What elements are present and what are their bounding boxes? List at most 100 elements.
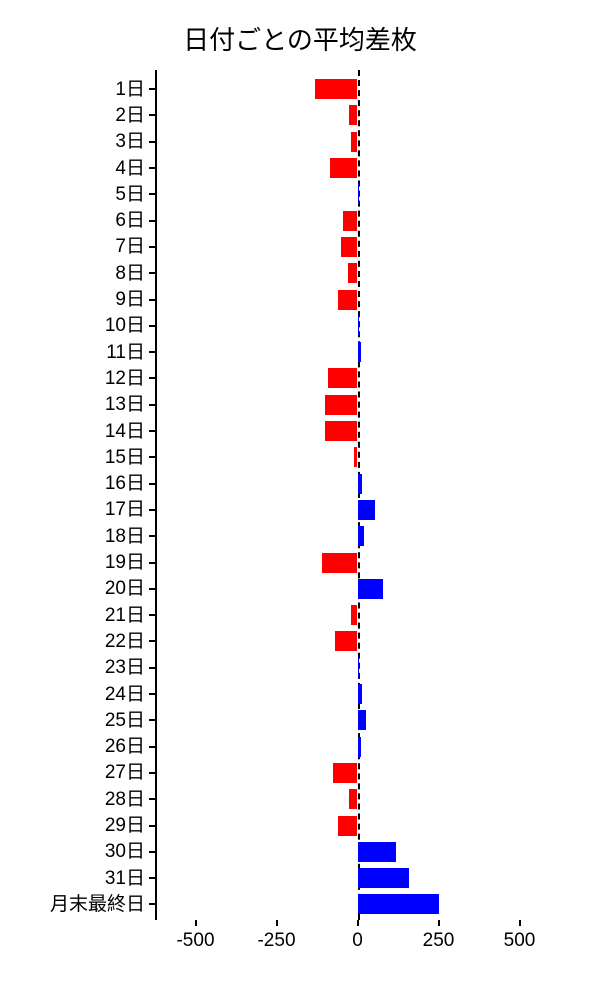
plot-area — [155, 70, 560, 920]
bar — [349, 105, 357, 125]
x-tick — [276, 920, 278, 926]
y-tick — [149, 272, 155, 274]
bar — [358, 710, 366, 730]
bar — [358, 868, 410, 888]
y-axis-label: 12日 — [105, 369, 145, 388]
bar — [358, 184, 359, 204]
x-tick — [519, 920, 521, 926]
bar — [358, 658, 359, 678]
y-tick — [149, 299, 155, 301]
y-axis-label: 11日 — [106, 343, 145, 362]
x-axis-label: -500 — [176, 930, 214, 952]
y-tick — [149, 141, 155, 143]
y-axis-label: 23日 — [105, 658, 145, 677]
chart-title: 日付ごとの平均差枚 — [0, 20, 600, 57]
y-axis-label: 29日 — [105, 816, 145, 835]
y-tick — [149, 588, 155, 590]
y-axis-label: 28日 — [105, 790, 145, 809]
bar — [343, 211, 358, 231]
x-axis-label: 0 — [352, 930, 363, 952]
y-axis-label: 7日 — [115, 237, 145, 256]
y-tick — [149, 404, 155, 406]
y-tick — [149, 509, 155, 511]
y-tick — [149, 614, 155, 616]
bar — [349, 789, 357, 809]
y-tick — [149, 667, 155, 669]
x-tick — [195, 920, 197, 926]
y-axis-line — [155, 70, 157, 920]
bar — [322, 553, 358, 573]
bar — [358, 894, 439, 914]
bar — [358, 316, 359, 336]
bar — [325, 395, 357, 415]
bar — [338, 816, 357, 836]
y-tick — [149, 851, 155, 853]
bar — [358, 526, 364, 546]
bar — [348, 263, 358, 283]
bar — [333, 763, 357, 783]
bar — [358, 579, 384, 599]
y-axis-label: 10日 — [105, 316, 145, 335]
bar — [358, 342, 361, 362]
y-axis-label: 27日 — [105, 763, 145, 782]
y-tick — [149, 483, 155, 485]
y-tick — [149, 114, 155, 116]
y-axis-label: 2日 — [115, 106, 145, 125]
bar — [358, 500, 376, 520]
bar — [358, 474, 363, 494]
y-tick — [149, 562, 155, 564]
y-tick — [149, 640, 155, 642]
y-axis-label: 25日 — [105, 711, 145, 730]
bar — [358, 842, 397, 862]
x-tick — [357, 920, 359, 926]
y-tick — [149, 772, 155, 774]
x-tick — [438, 920, 440, 926]
bar — [325, 421, 357, 441]
y-tick — [149, 88, 155, 90]
chart-container: 日付ごとの平均差枚 — [0, 0, 600, 1000]
bar — [328, 368, 357, 388]
y-axis-label: 24日 — [105, 685, 145, 704]
y-axis-label: 17日 — [105, 500, 145, 519]
bar — [330, 158, 358, 178]
y-axis-label: 13日 — [105, 395, 145, 414]
y-axis-label: 21日 — [105, 606, 145, 625]
y-tick — [149, 430, 155, 432]
bar — [358, 737, 361, 757]
bar — [315, 79, 357, 99]
y-tick — [149, 903, 155, 905]
x-axis-label: 500 — [504, 930, 536, 952]
y-axis-label: 26日 — [105, 737, 145, 756]
y-axis-label: 9日 — [115, 290, 145, 309]
bar — [354, 447, 357, 467]
y-axis-label: 16日 — [105, 474, 145, 493]
y-tick — [149, 825, 155, 827]
bar — [341, 237, 357, 257]
y-tick — [149, 535, 155, 537]
y-tick — [149, 798, 155, 800]
bar — [351, 605, 357, 625]
y-tick — [149, 325, 155, 327]
y-axis-label: 8日 — [115, 264, 145, 283]
y-tick — [149, 167, 155, 169]
y-tick — [149, 246, 155, 248]
bar — [358, 684, 363, 704]
y-axis-label: 30日 — [105, 842, 145, 861]
y-tick — [149, 746, 155, 748]
y-tick — [149, 377, 155, 379]
y-axis-label: 3日 — [115, 132, 145, 151]
y-tick — [149, 220, 155, 222]
x-axis-label: -250 — [257, 930, 295, 952]
y-tick — [149, 877, 155, 879]
bar — [338, 290, 357, 310]
y-axis-label: 4日 — [115, 159, 145, 178]
y-axis-label: 月末最終日 — [50, 895, 145, 914]
y-tick — [149, 456, 155, 458]
bar — [351, 132, 357, 152]
y-axis-label: 5日 — [115, 185, 145, 204]
x-axis-label: 250 — [423, 930, 455, 952]
y-axis-label: 15日 — [105, 448, 145, 467]
y-axis-label: 31日 — [105, 869, 145, 888]
y-tick — [149, 351, 155, 353]
y-axis-label: 22日 — [105, 632, 145, 651]
